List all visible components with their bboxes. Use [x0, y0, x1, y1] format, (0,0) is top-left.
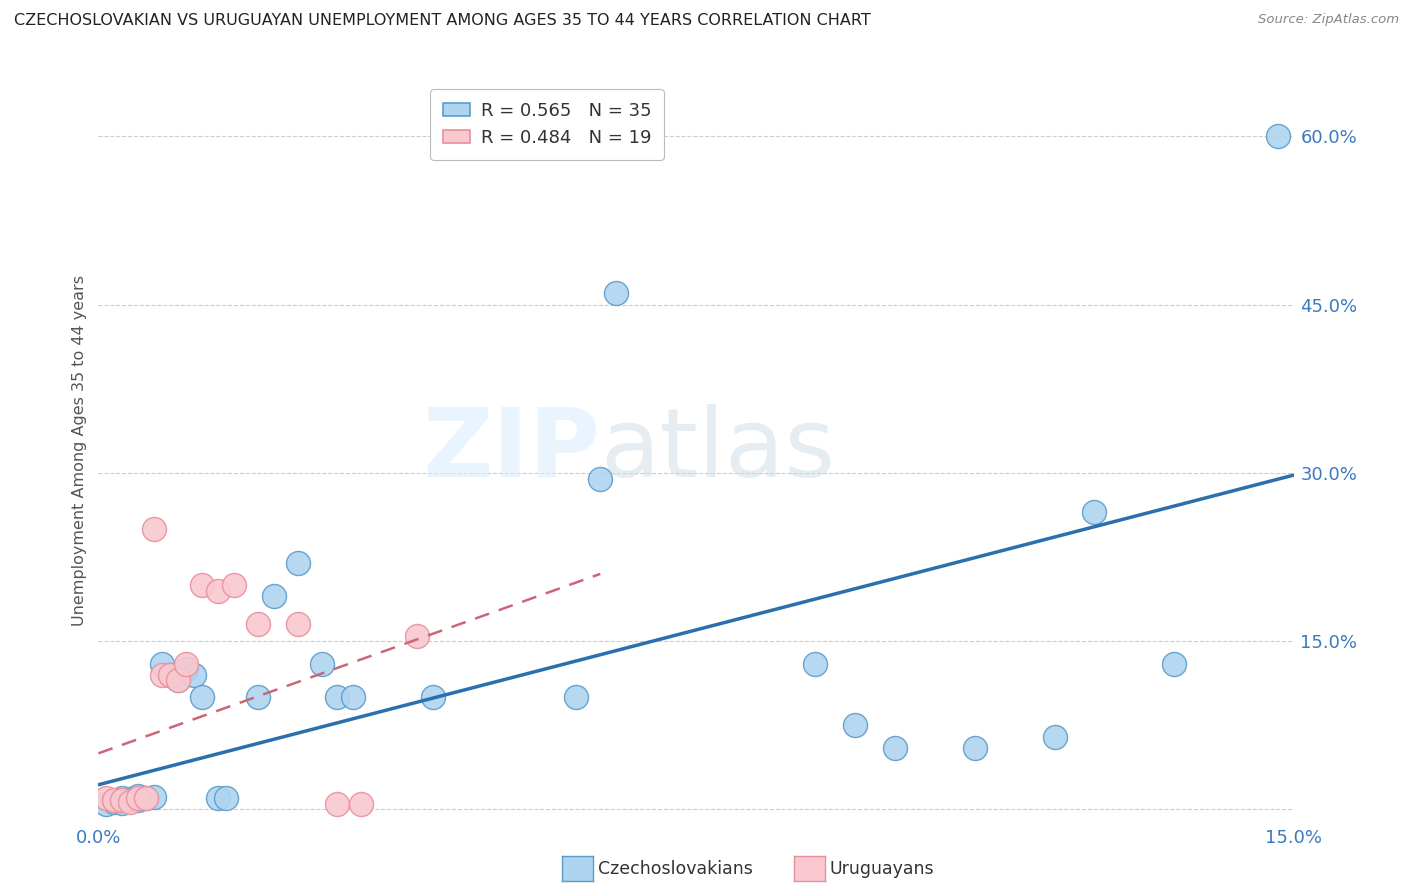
Point — [1267, 129, 1289, 144]
Point — [183, 668, 205, 682]
Y-axis label: Unemployment Among Ages 35 to 44 years: Unemployment Among Ages 35 to 44 years — [72, 275, 87, 626]
Point — [150, 657, 173, 671]
Point — [350, 797, 373, 811]
Point — [1083, 505, 1105, 519]
Point — [167, 673, 190, 688]
Point — [159, 668, 181, 682]
Point — [135, 791, 157, 805]
Legend: R = 0.565   N = 35, R = 0.484   N = 19: R = 0.565 N = 35, R = 0.484 N = 19 — [430, 89, 664, 160]
Text: ZIP: ZIP — [422, 404, 600, 497]
Point — [96, 791, 118, 805]
Point — [150, 668, 173, 682]
Point — [143, 790, 166, 805]
Point — [326, 690, 349, 705]
Point — [287, 556, 309, 570]
Point — [804, 657, 827, 671]
Point — [159, 668, 181, 682]
Point — [103, 793, 125, 807]
Point — [143, 522, 166, 536]
Point — [120, 792, 142, 806]
Point — [406, 628, 429, 642]
Text: Uruguayans: Uruguayans — [830, 860, 934, 878]
Point — [174, 657, 197, 671]
Point — [565, 690, 588, 705]
Point — [844, 718, 866, 732]
Point — [96, 797, 118, 811]
Text: CZECHOSLOVAKIAN VS URUGUAYAN UNEMPLOYMENT AMONG AGES 35 TO 44 YEARS CORRELATION : CZECHOSLOVAKIAN VS URUGUAYAN UNEMPLOYMEN… — [14, 13, 870, 29]
Text: Source: ZipAtlas.com: Source: ZipAtlas.com — [1258, 13, 1399, 27]
Point — [589, 471, 612, 485]
Point — [111, 796, 134, 810]
Point — [222, 578, 245, 592]
Text: atlas: atlas — [600, 404, 835, 497]
Point — [191, 578, 214, 592]
Point — [1163, 657, 1185, 671]
Point — [127, 789, 149, 803]
Point — [135, 791, 157, 805]
Point — [326, 797, 349, 811]
Point — [215, 791, 238, 805]
Point — [1043, 730, 1066, 744]
Point — [127, 793, 149, 807]
Point — [103, 795, 125, 809]
Point — [111, 793, 134, 807]
Point — [342, 690, 364, 705]
Point — [207, 583, 229, 598]
Point — [422, 690, 444, 705]
Point — [287, 617, 309, 632]
Point — [246, 617, 269, 632]
Point — [963, 740, 986, 755]
Point — [120, 795, 142, 809]
Point — [263, 589, 285, 603]
Point — [111, 791, 134, 805]
Point — [605, 286, 627, 301]
Point — [884, 740, 907, 755]
Point — [246, 690, 269, 705]
Text: Czechoslovakians: Czechoslovakians — [598, 860, 752, 878]
Point — [174, 662, 197, 676]
Point — [127, 791, 149, 805]
Point — [167, 673, 190, 688]
Point — [191, 690, 214, 705]
Point — [311, 657, 333, 671]
Point — [207, 791, 229, 805]
